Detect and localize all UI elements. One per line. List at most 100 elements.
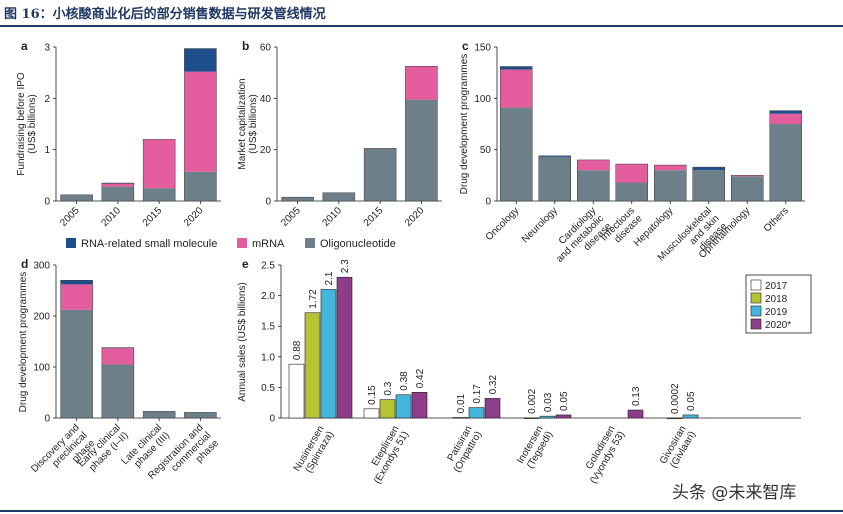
bar-mrna (577, 159, 610, 171)
bar-2017-0 (288, 363, 305, 419)
bar-2019-3 (539, 415, 556, 419)
bar-2018-0 (304, 312, 321, 419)
bar-2020-4 (627, 409, 644, 419)
data-label: 0.3 (383, 381, 394, 395)
main-legend: RNA-related small molecule mRNA Oligonucle… (66, 238, 396, 250)
x-tick-label: 2020 (182, 205, 206, 229)
bar-rna-related-small-molecule (101, 183, 134, 184)
bottom-rule (0, 510, 843, 512)
bar-mrna (654, 165, 687, 171)
y-tick-label: 2 (44, 94, 50, 105)
legend-label: 2018 (765, 294, 788, 305)
panel-letter: a (21, 39, 28, 53)
panel-letter: d (21, 257, 28, 271)
x-tick-label: 2010 (320, 205, 344, 229)
y-axis-label-line: Fundraising before IPO (16, 72, 27, 176)
y-tick-label: 0 (269, 414, 275, 425)
bar-oligonucleotide (101, 186, 134, 201)
x-tick-label-line: 2015 (141, 205, 165, 229)
data-label: 0.32 (488, 375, 499, 395)
legend-swatch (305, 238, 315, 248)
bar-mrna (769, 113, 802, 124)
bar-mrna (500, 69, 533, 108)
data-label: 0.05 (686, 391, 697, 411)
y-tick-label: 0.5 (261, 383, 275, 394)
x-tick-label-line: Oncology (484, 205, 522, 243)
x-tick-label: Givosiran(Givlaari) (658, 424, 698, 472)
data-label: 0.13 (631, 386, 642, 406)
panel-e-bars: 0.88 1.72 2.1 2.3 Nusinersen(Spinraza) 0.15 0.… (288, 259, 699, 486)
bar-oligonucleotide (322, 192, 355, 201)
figure-title-bar: 图 16：小核酸商业化后的部分销售数据与研发管线情况 (0, 0, 843, 27)
bar-2019-5 (682, 414, 699, 419)
legend-swatch (750, 279, 762, 291)
legend-label: 2019 (765, 307, 788, 318)
y-axis-label-line: (US$ billions) (27, 94, 38, 153)
bar-2018-5 (666, 417, 683, 420)
x-tick-label: 2005 (279, 205, 303, 229)
bar-oligonucleotide (615, 182, 648, 201)
data-label: 2.1 (324, 271, 335, 285)
panel-letter: b (242, 39, 249, 53)
data-label: 0.01 (456, 393, 467, 413)
x-tick-label: Neurology (520, 205, 560, 245)
y-tick-label: 0 (44, 414, 50, 425)
legend-label: Oligonucleotide (320, 238, 396, 250)
y-tick-label: 1.0 (261, 352, 275, 363)
panel-b-bars: 2005 2010 2015 2020 (279, 66, 438, 229)
figure-title: 图 16：小核酸商业化后的部分销售数据与研发管线情况 (4, 7, 326, 22)
bar-2020-0 (336, 276, 353, 419)
y-tick-label: 40 (260, 94, 272, 105)
bar-oligonucleotide (692, 170, 725, 201)
y-tick-label: 200 (33, 312, 50, 323)
y-tick-label: 2.5 (261, 261, 275, 272)
x-tick-label-line: 2005 (58, 205, 82, 229)
x-tick-label: Nusinersen(Spinraza) (292, 424, 336, 479)
y-axis-label-line: Annual sales (US$ billions) (237, 282, 248, 402)
x-tick-label: Others (762, 205, 791, 234)
data-label: 0.42 (415, 368, 426, 388)
watermark-text: 头条 @未来智库 (672, 483, 797, 503)
bar-mrna (184, 71, 217, 172)
legend-label: 2017 (765, 281, 788, 292)
bar-rna-related-small-molecule (60, 280, 93, 285)
y-tick-label: 0 (265, 197, 271, 208)
bar-oligonucleotide (143, 188, 176, 201)
bar-oligonucleotide (281, 197, 314, 201)
bar-oligonucleotide (184, 171, 217, 201)
x-tick-label-line: 2010 (99, 205, 123, 229)
data-label: 2.3 (340, 259, 351, 273)
data-label: 0.17 (472, 384, 483, 404)
y-axis-label: Fundraising before IPO(US$ billions) (16, 72, 38, 176)
y-axis-label-line: Market capitalization (237, 78, 248, 169)
bar-oligonucleotide (184, 412, 217, 418)
bar-oligonucleotide (364, 148, 397, 201)
x-tick-label: Oncology (484, 205, 522, 243)
legend-swatch (750, 292, 762, 304)
y-axis-label: Market capitalization(US$ billions) (237, 78, 259, 169)
x-tick-label: 2005 (58, 205, 82, 229)
bar-2018-3 (523, 417, 540, 419)
bar-oligonucleotide (405, 99, 438, 201)
y-axis-label-line: (US$ billions) (248, 94, 259, 153)
y-tick-label: 2.0 (261, 291, 275, 302)
bar-oligonucleotide (60, 194, 93, 201)
y-tick-label: 20 (260, 145, 272, 156)
data-label: 0.03 (543, 392, 554, 412)
bar-2020-1 (411, 391, 428, 419)
y-tick-label: 1.5 (261, 322, 275, 333)
x-tick-label: Patisiran(Onpattro) (442, 424, 484, 474)
legend-label: RNA-related small molecule (81, 238, 217, 250)
data-label: 0.38 (399, 371, 410, 391)
data-label: 0.002 (527, 388, 538, 413)
x-tick-label-line: 2020 (182, 205, 206, 229)
data-label: 0.15 (367, 385, 378, 405)
bar-2017-1 (363, 408, 380, 419)
bar-mrna (101, 348, 134, 365)
bar-mrna (731, 175, 764, 177)
y-axis-label-line: Drug development programmes (459, 54, 470, 195)
title-rule (0, 25, 843, 27)
bar-2020-3 (555, 414, 572, 419)
